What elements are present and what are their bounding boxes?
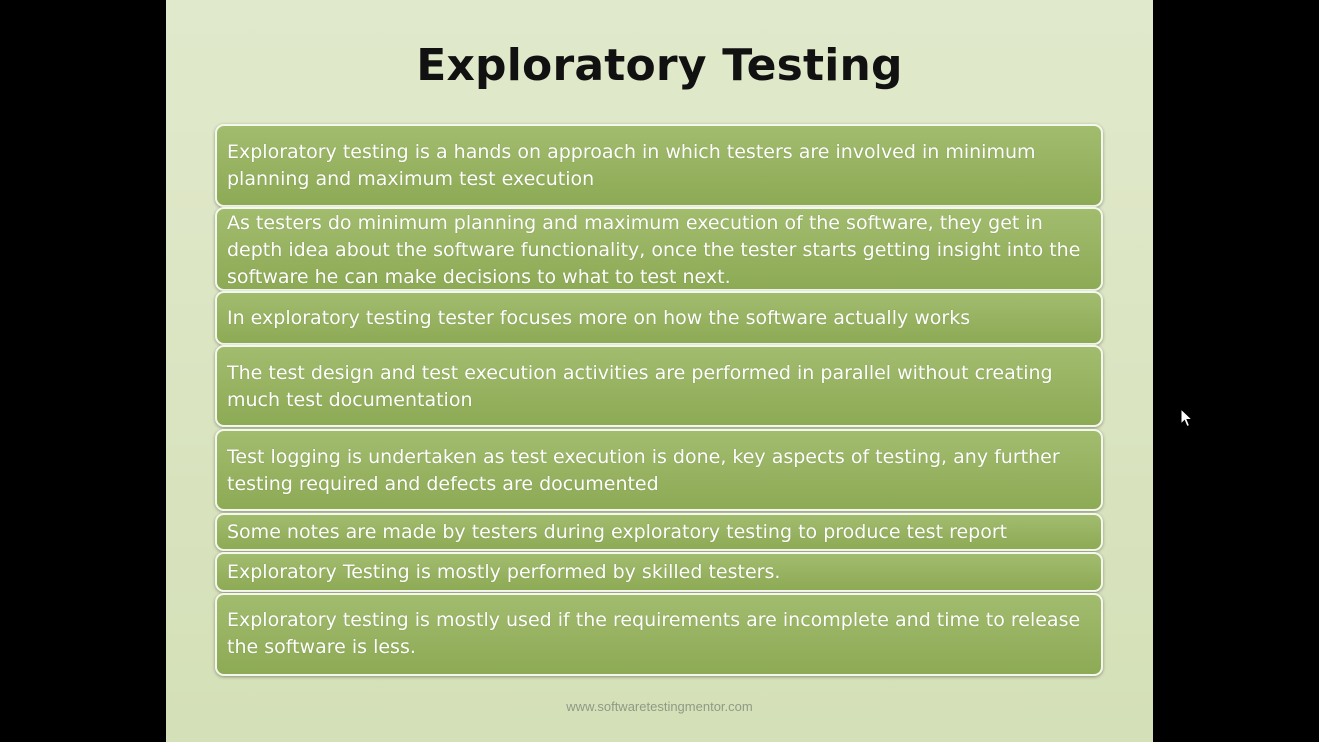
bullet-box-1: Exploratory testing is a hands on approa… — [215, 124, 1103, 207]
slide-footer-url: www.softwaretestingmentor.com — [566, 699, 753, 714]
bullet-box-2: As testers do minimum planning and maxim… — [215, 207, 1103, 291]
bullet-box-5: Test logging is undertaken as test execu… — [215, 429, 1103, 511]
bullet-box-7: Exploratory Testing is mostly performed … — [215, 552, 1103, 592]
slide-title: Exploratory Testing — [416, 40, 903, 91]
mouse-pointer-icon — [1180, 408, 1194, 428]
bullet-box-4: The test design and test execution activ… — [215, 345, 1103, 427]
bullet-box-3: In exploratory testing tester focuses mo… — [215, 291, 1103, 345]
presentation-slide: Exploratory Testing Exploratory testing … — [166, 0, 1153, 742]
bullet-box-8: Exploratory testing is mostly used if th… — [215, 593, 1103, 676]
bullet-box-6: Some notes are made by testers during ex… — [215, 513, 1103, 551]
